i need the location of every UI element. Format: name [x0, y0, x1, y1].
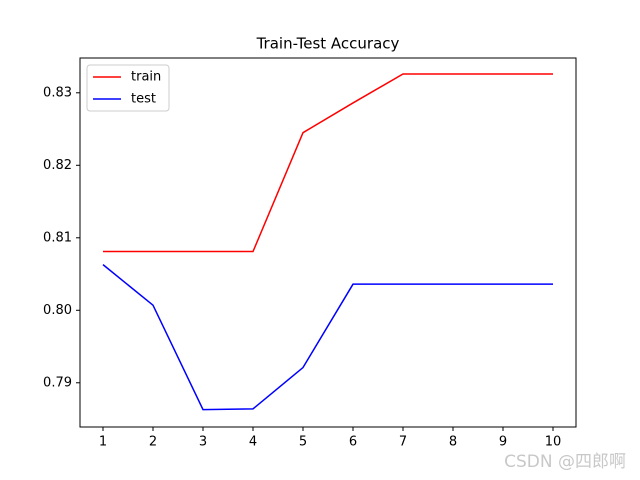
x-tick-label: 3: [199, 435, 207, 450]
x-tick-label: 2: [149, 435, 157, 450]
x-tick-label: 10: [545, 435, 562, 450]
y-tick-label: 0.80: [43, 303, 72, 318]
y-tick-label: 0.79: [43, 375, 72, 390]
watermark: CSDN @四郎啊: [504, 452, 626, 472]
plot-frame: [79, 57, 577, 428]
chart-title: Train-Test Accuracy: [256, 35, 400, 53]
x-tick-label: 1: [99, 435, 107, 450]
legend-label: test: [131, 92, 156, 107]
x-tick-label: 7: [399, 435, 407, 450]
x-tick-label: 4: [249, 435, 257, 450]
legend-label: train: [131, 70, 161, 85]
x-tick-label: 9: [499, 435, 507, 450]
line-series: [103, 73, 553, 253]
line-series: [102, 264, 553, 411]
y-tick-label: 0.83: [43, 85, 72, 100]
x-tick-label: 8: [449, 435, 457, 450]
x-tick-label: 6: [349, 435, 357, 450]
x-tick-label: 5: [299, 435, 307, 450]
y-tick-label: 0.81: [43, 230, 72, 245]
y-tick-label: 0.82: [43, 158, 72, 173]
